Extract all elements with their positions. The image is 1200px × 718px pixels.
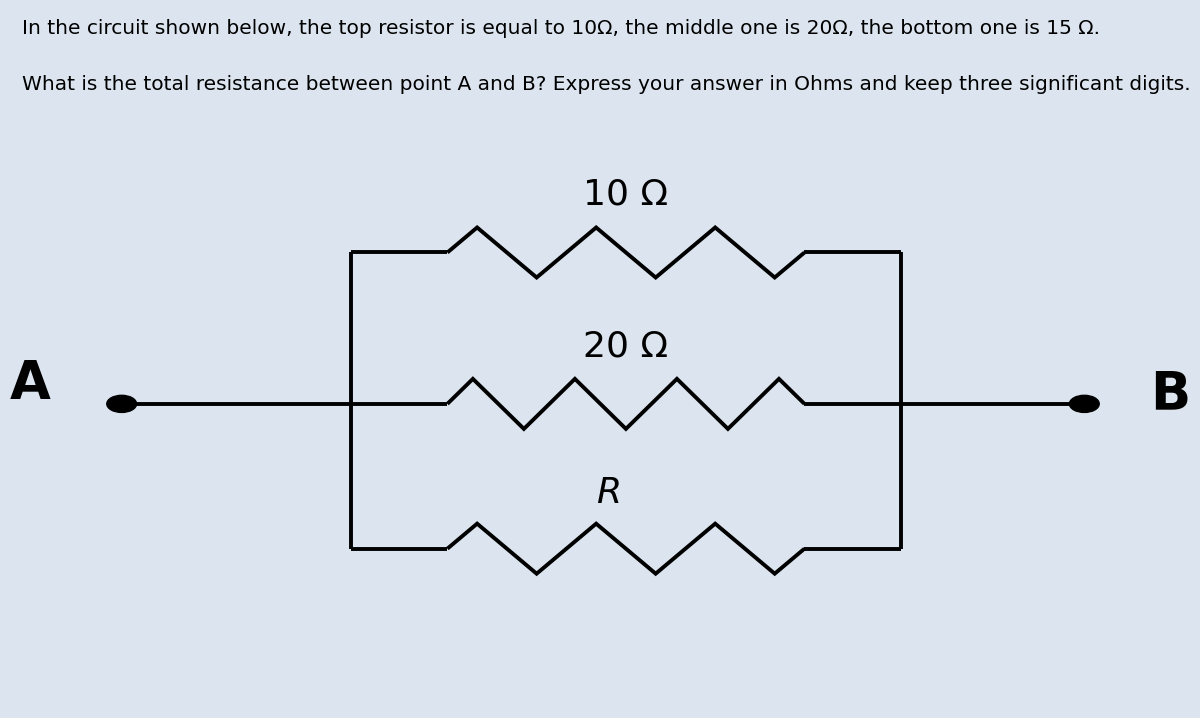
- Circle shape: [107, 396, 137, 412]
- Text: R: R: [596, 477, 622, 510]
- Text: A: A: [10, 358, 50, 410]
- Text: What is the total resistance between point A and B? Express your answer in Ohms : What is the total resistance between poi…: [22, 75, 1190, 94]
- Text: 10 Ω: 10 Ω: [583, 177, 668, 212]
- Text: 20 Ω: 20 Ω: [583, 329, 668, 363]
- Circle shape: [1069, 396, 1099, 412]
- Text: In the circuit shown below, the top resistor is equal to 10Ω, the middle one is : In the circuit shown below, the top resi…: [22, 19, 1099, 38]
- Text: B: B: [1150, 368, 1190, 420]
